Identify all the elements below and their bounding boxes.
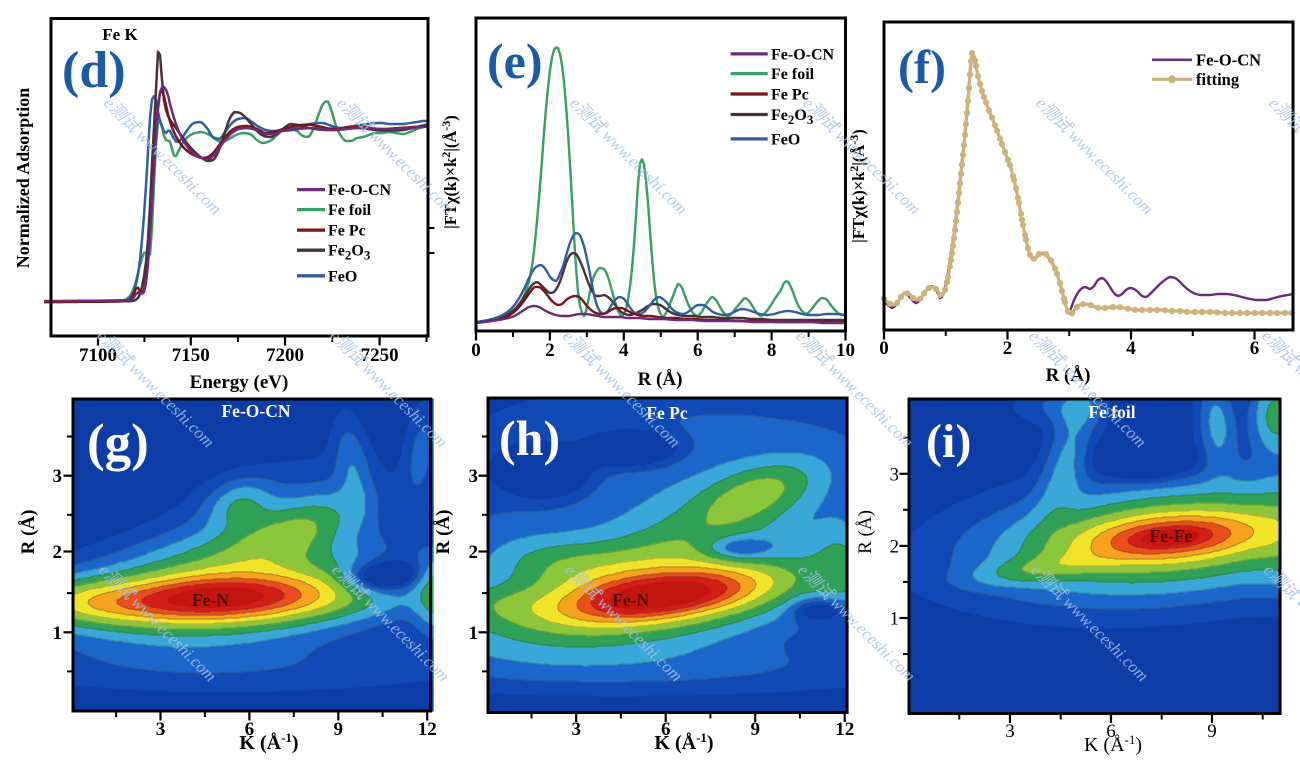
svg-text:Fe Pc: Fe Pc [328,223,366,240]
svg-text:2: 2 [469,542,479,563]
svg-text:3: 3 [469,466,479,487]
svg-text:Fe-O-CN: Fe-O-CN [1196,51,1261,70]
svg-text:12: 12 [835,719,854,740]
svg-text:R (Å): R (Å) [855,510,876,554]
svg-text:1: 1 [469,623,479,644]
svg-text:Fe-Fe: Fe-Fe [1150,526,1193,546]
svg-text:6: 6 [1250,338,1260,359]
svg-text:(d): (d) [62,42,126,99]
svg-text:10: 10 [836,340,855,361]
svg-text:R (Å): R (Å) [18,510,39,555]
svg-text:Fe Pc: Fe Pc [646,403,688,423]
svg-text:|FTχ(k)×k2|(Å-3): |FTχ(k)×k2|(Å-3) [439,115,460,229]
svg-text:fitting: fitting [1196,70,1240,89]
svg-text:R (Å): R (Å) [433,510,454,555]
svg-text:(f): (f) [898,41,946,94]
svg-text:(h): (h) [499,410,560,466]
svg-text:3: 3 [156,719,166,740]
svg-text:9: 9 [334,719,344,740]
svg-text:7150: 7150 [172,345,210,366]
svg-text:Fe-O-CN: Fe-O-CN [771,46,835,63]
svg-text:Fe2O3: Fe2O3 [328,243,371,263]
svg-text:2: 2 [1003,338,1013,359]
svg-text:0: 0 [471,340,481,361]
svg-text:Fe2O3: Fe2O3 [771,107,814,127]
svg-text:6: 6 [1106,721,1116,742]
svg-text:2: 2 [890,536,900,557]
svg-text:(i): (i) [926,415,971,468]
svg-text:|FTχ(k)×k2|(Å-3): |FTχ(k)×k2|(Å-3) [847,129,868,243]
svg-text:Fe-O-CN: Fe-O-CN [328,182,392,199]
svg-text:Fe foil: Fe foil [1088,402,1135,422]
svg-text:1: 1 [53,623,63,644]
svg-text:Fe K: Fe K [102,25,138,44]
svg-text:Energy (eV): Energy (eV) [190,372,289,393]
svg-text:Fe foil: Fe foil [328,202,372,219]
svg-text:6: 6 [693,340,703,361]
svg-text:FeO: FeO [328,268,357,285]
svg-text:6: 6 [661,719,671,740]
svg-text:4: 4 [1126,338,1136,359]
svg-text:Fe foil: Fe foil [771,66,815,83]
svg-text:1: 1 [890,609,900,630]
svg-text:Fe-O-CN: Fe-O-CN [221,401,290,421]
svg-text:12: 12 [418,719,437,740]
svg-text:6: 6 [245,719,255,740]
svg-text:(g): (g) [87,414,149,472]
svg-text:Fe-N: Fe-N [612,590,649,610]
svg-text:7100: 7100 [79,345,117,366]
svg-text:3: 3 [53,466,63,487]
svg-text:7250: 7250 [361,345,399,366]
svg-text:0: 0 [879,338,889,359]
svg-text:Fe-N: Fe-N [192,590,229,610]
svg-text:9: 9 [750,719,760,740]
svg-text:Fe Pc: Fe Pc [771,87,809,104]
svg-text:3: 3 [890,464,900,485]
svg-text:(e): (e) [487,33,543,89]
svg-text:Normalized Adsorption: Normalized Adsorption [13,88,33,269]
svg-text:2: 2 [53,542,63,563]
svg-text:R (Å): R (Å) [638,369,683,390]
svg-text:3: 3 [1005,721,1015,742]
svg-text:FeO: FeO [771,131,800,148]
svg-text:9: 9 [1207,721,1217,742]
svg-text:8: 8 [767,340,777,361]
svg-text:3: 3 [571,719,581,740]
svg-text:R (Å): R (Å) [1046,365,1091,386]
svg-text:2: 2 [545,340,555,361]
svg-text:7200: 7200 [266,345,304,366]
svg-text:4: 4 [619,340,629,361]
